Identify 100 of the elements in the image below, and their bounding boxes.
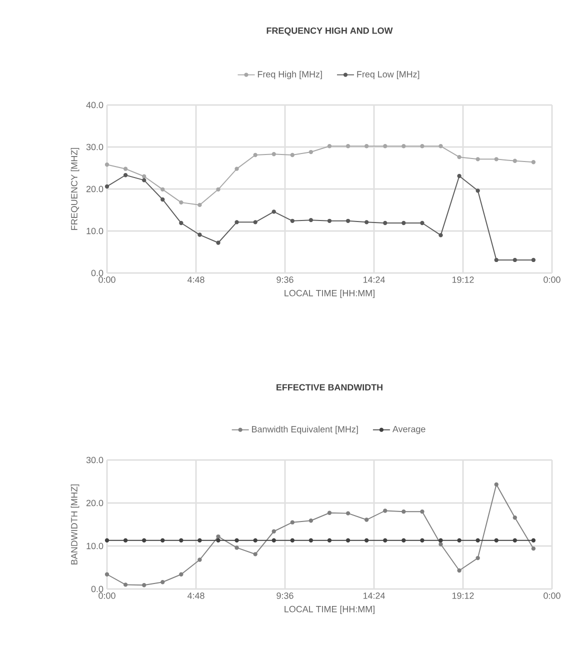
point bbox=[420, 220, 424, 226]
point bbox=[438, 144, 443, 148]
point bbox=[272, 538, 276, 542]
x-axis-title: LOCAL TIME [HH:MM] bbox=[284, 290, 374, 298]
point bbox=[160, 538, 165, 542]
point bbox=[420, 510, 424, 514]
point bbox=[198, 232, 202, 237]
point bbox=[457, 568, 462, 573]
point bbox=[123, 538, 128, 542]
y-axis-title: FREQUENCY [MHZ] bbox=[70, 148, 80, 230]
point bbox=[531, 258, 536, 262]
point bbox=[346, 144, 350, 148]
x-tick-label: 14:24 bbox=[363, 592, 385, 599]
point bbox=[216, 538, 220, 542]
point bbox=[160, 580, 165, 584]
point bbox=[142, 538, 146, 542]
point bbox=[438, 538, 443, 542]
point bbox=[198, 558, 202, 562]
point bbox=[402, 510, 406, 514]
point bbox=[253, 152, 258, 158]
point bbox=[512, 158, 518, 163]
point bbox=[104, 184, 110, 189]
x-tick-label: 19:12 bbox=[452, 592, 474, 599]
point bbox=[327, 144, 332, 148]
point bbox=[216, 240, 220, 245]
point bbox=[531, 538, 536, 542]
point bbox=[327, 538, 332, 542]
y-tick-label: 20.0 bbox=[86, 500, 104, 506]
point bbox=[383, 220, 388, 226]
chart-title: EFFECTIVE BANDWIDTH bbox=[276, 384, 382, 390]
point bbox=[476, 556, 480, 560]
x-tick-label: 19:12 bbox=[452, 276, 474, 283]
point bbox=[179, 220, 184, 226]
point bbox=[402, 538, 406, 542]
x-tick-label: 9:36 bbox=[276, 592, 294, 599]
point bbox=[216, 187, 220, 192]
x-axis-title: LOCAL TIME [HH:MM] bbox=[284, 606, 374, 614]
point bbox=[308, 218, 314, 222]
point bbox=[179, 538, 184, 542]
point bbox=[531, 546, 536, 551]
point bbox=[123, 166, 128, 171]
point bbox=[494, 258, 498, 262]
point bbox=[272, 210, 276, 214]
point bbox=[438, 233, 443, 238]
point bbox=[364, 144, 369, 148]
point bbox=[383, 538, 388, 542]
point bbox=[402, 144, 406, 148]
point bbox=[512, 538, 518, 542]
point bbox=[327, 510, 332, 515]
y-tick-label: 10.0 bbox=[86, 542, 104, 550]
y-tick-label: 40.0 bbox=[86, 102, 104, 108]
point bbox=[234, 538, 239, 542]
point bbox=[364, 220, 369, 224]
point bbox=[494, 157, 498, 162]
point bbox=[290, 538, 295, 542]
point bbox=[438, 542, 443, 546]
point bbox=[290, 520, 295, 524]
x-tick-label: 0:00 bbox=[544, 592, 560, 599]
point bbox=[512, 258, 518, 262]
point bbox=[104, 162, 110, 167]
point bbox=[123, 173, 128, 178]
point bbox=[364, 538, 369, 542]
point bbox=[272, 152, 276, 156]
y-tick-label: 0.0 bbox=[91, 270, 104, 276]
y-tick-label: 0.0 bbox=[91, 586, 104, 592]
y-tick-label: 30.0 bbox=[86, 456, 104, 464]
x-tick-label: 4:48 bbox=[187, 276, 204, 283]
point bbox=[346, 218, 350, 224]
x-tick-label: 14:24 bbox=[363, 276, 385, 283]
point bbox=[476, 188, 480, 193]
point bbox=[531, 160, 536, 164]
x-tick-label: 9:36 bbox=[276, 276, 294, 283]
point bbox=[142, 178, 146, 182]
point bbox=[457, 154, 462, 160]
point bbox=[346, 538, 350, 542]
x-tick-label: 0:00 bbox=[98, 276, 116, 283]
y-axis-title: BANDWIDTH [MHZ] bbox=[70, 484, 80, 564]
point bbox=[179, 572, 184, 576]
point bbox=[512, 516, 518, 520]
point bbox=[234, 546, 239, 550]
point bbox=[216, 534, 220, 539]
point bbox=[198, 538, 202, 542]
point bbox=[457, 174, 462, 178]
legend-label: Banwidth Equivalent [MHz] bbox=[252, 426, 358, 434]
x-tick-label: 0:00 bbox=[544, 276, 560, 283]
y-tick-label: 20.0 bbox=[86, 186, 104, 192]
y-tick-label: 30.0 bbox=[86, 144, 104, 150]
point bbox=[104, 538, 110, 542]
point bbox=[234, 220, 239, 224]
point bbox=[364, 518, 369, 522]
point bbox=[383, 144, 388, 148]
point bbox=[494, 482, 498, 487]
point bbox=[457, 538, 462, 542]
point bbox=[420, 538, 424, 542]
point bbox=[272, 529, 276, 534]
point bbox=[476, 538, 480, 542]
point bbox=[179, 200, 184, 205]
x-tick-label: 4:48 bbox=[187, 592, 204, 599]
point bbox=[290, 152, 295, 158]
point bbox=[402, 220, 406, 226]
